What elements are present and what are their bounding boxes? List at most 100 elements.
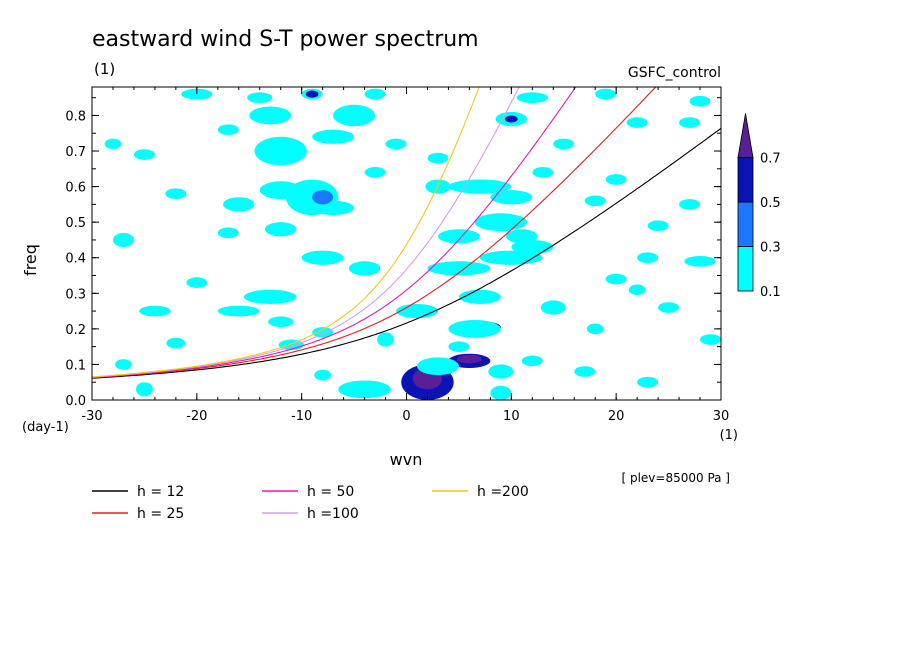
- contour-patch: [285, 179, 339, 216]
- contour-patch: [553, 138, 575, 150]
- y-tick-label: 0.4: [65, 252, 86, 267]
- contour-patch: [314, 369, 332, 381]
- colorbar-label: 0.5: [760, 196, 781, 211]
- contour-patch: [605, 174, 627, 185]
- contour-patch: [505, 115, 518, 123]
- dispersion-curve: [92, 127, 721, 379]
- colorbar-label: 0.1: [760, 285, 781, 300]
- colorbar-box: [737, 201, 754, 247]
- contour-patch: [595, 88, 617, 100]
- chart-title: eastward wind S-T power spectrum: [92, 27, 479, 52]
- colorbar-box: [737, 157, 754, 203]
- contour-patch: [377, 332, 394, 347]
- y-tick-label: 0.3: [65, 287, 86, 302]
- contour-patch: [456, 354, 482, 364]
- contour-patch: [448, 341, 470, 352]
- contour-patch: [396, 303, 438, 319]
- contour-patch: [244, 289, 297, 304]
- axis-ticks: -30 -20 -10 0 10 20 30 0.0 0.1 0.2 0.3 0.4 0.5 0.6 0.7…: [65, 87, 729, 424]
- contour-patch: [684, 255, 716, 267]
- contour-patch: [217, 124, 239, 136]
- x-tick-label: 0: [402, 409, 410, 424]
- dispersion-curves: [92, 87, 721, 379]
- run-label: GSFC_control: [628, 65, 721, 81]
- x-tick-label: 20: [608, 409, 625, 424]
- power-contour-fill: [104, 88, 721, 400]
- contour-patch: [301, 250, 344, 265]
- contour-patch: [474, 213, 528, 232]
- colorbar-label: 0.7: [760, 152, 781, 167]
- contour-patch: [427, 152, 449, 164]
- contour-patch: [416, 357, 459, 376]
- y-tick-label: 0.7: [65, 145, 86, 160]
- contour-patch: [181, 88, 213, 100]
- contour-patch: [490, 385, 512, 400]
- contour-patch: [658, 302, 680, 313]
- contour-patch: [247, 92, 273, 104]
- legend-entry: h = 12: [137, 484, 184, 500]
- contour-patch: [506, 229, 538, 244]
- x-tick-label: -10: [291, 409, 312, 424]
- contour-patch: [490, 190, 533, 205]
- contour-patch: [427, 261, 491, 276]
- contour-patch: [312, 190, 334, 205]
- contour-patch: [333, 104, 376, 127]
- contour-patch: [540, 300, 566, 315]
- y-axis-label: freq: [21, 244, 40, 276]
- contour-patch: [186, 277, 208, 288]
- contour-patch: [586, 323, 604, 335]
- contour-patch: [584, 195, 606, 207]
- contour-patch: [437, 229, 480, 244]
- contour-patch: [165, 188, 187, 200]
- contour-patch: [268, 316, 294, 328]
- contour-patch: [338, 380, 391, 399]
- units-label: (1): [94, 60, 115, 78]
- colorbar-arrow: [737, 113, 754, 158]
- y-tick-label: 0.5: [65, 216, 86, 231]
- contour-patch: [348, 261, 381, 276]
- contour-patch: [264, 222, 297, 237]
- level-note: [ plev=85000 Pa ]: [621, 471, 730, 485]
- contour-patch: [605, 273, 627, 285]
- dispersion-curve: [92, 87, 577, 378]
- y-tick-label: 0.6: [65, 181, 86, 196]
- contour-patch: [448, 179, 512, 194]
- contour-patch: [458, 289, 501, 304]
- colorbar-box: [737, 246, 754, 292]
- contour-patch: [249, 106, 292, 125]
- contour-patch: [511, 239, 554, 255]
- contour-patch: [532, 167, 554, 178]
- legend-entry: h = 25: [137, 506, 184, 522]
- colorbar-label: 0.3: [760, 241, 781, 256]
- contour-patch: [217, 305, 260, 317]
- contour-patch: [223, 197, 255, 212]
- dispersion-curve: [92, 87, 657, 379]
- contour-patch: [112, 232, 134, 248]
- x-axis-label: wvn: [390, 450, 423, 469]
- y-tick-label: 0.0: [65, 394, 86, 409]
- contour-patch: [679, 199, 701, 210]
- contour-patch: [364, 167, 386, 178]
- y-tick-label: 0.8: [65, 109, 86, 124]
- legend-entry: h = 50: [307, 484, 354, 500]
- contour-patch: [385, 138, 407, 150]
- curve-legend: h = 12 h = 25 h = 50 h =100 h =200: [92, 484, 529, 522]
- contour-patch: [637, 252, 659, 264]
- contour-patch: [679, 117, 701, 128]
- contour-patch: [516, 92, 549, 104]
- contour-patch: [133, 149, 155, 160]
- legend-entry: h =100: [307, 506, 359, 522]
- contour-patch: [521, 355, 543, 367]
- contour-patch: [364, 88, 386, 100]
- contour-patch: [700, 334, 721, 345]
- contour-patch: [305, 90, 319, 98]
- contour-patch: [254, 136, 307, 166]
- x-tick-label: -30: [81, 409, 102, 424]
- x-tick-label: 10: [503, 409, 520, 424]
- contour-patch: [488, 364, 514, 379]
- plot-frame: [91, 86, 722, 401]
- x-unit-label: (1): [720, 428, 738, 443]
- contour-patch: [312, 327, 334, 338]
- contour-patch: [637, 376, 659, 388]
